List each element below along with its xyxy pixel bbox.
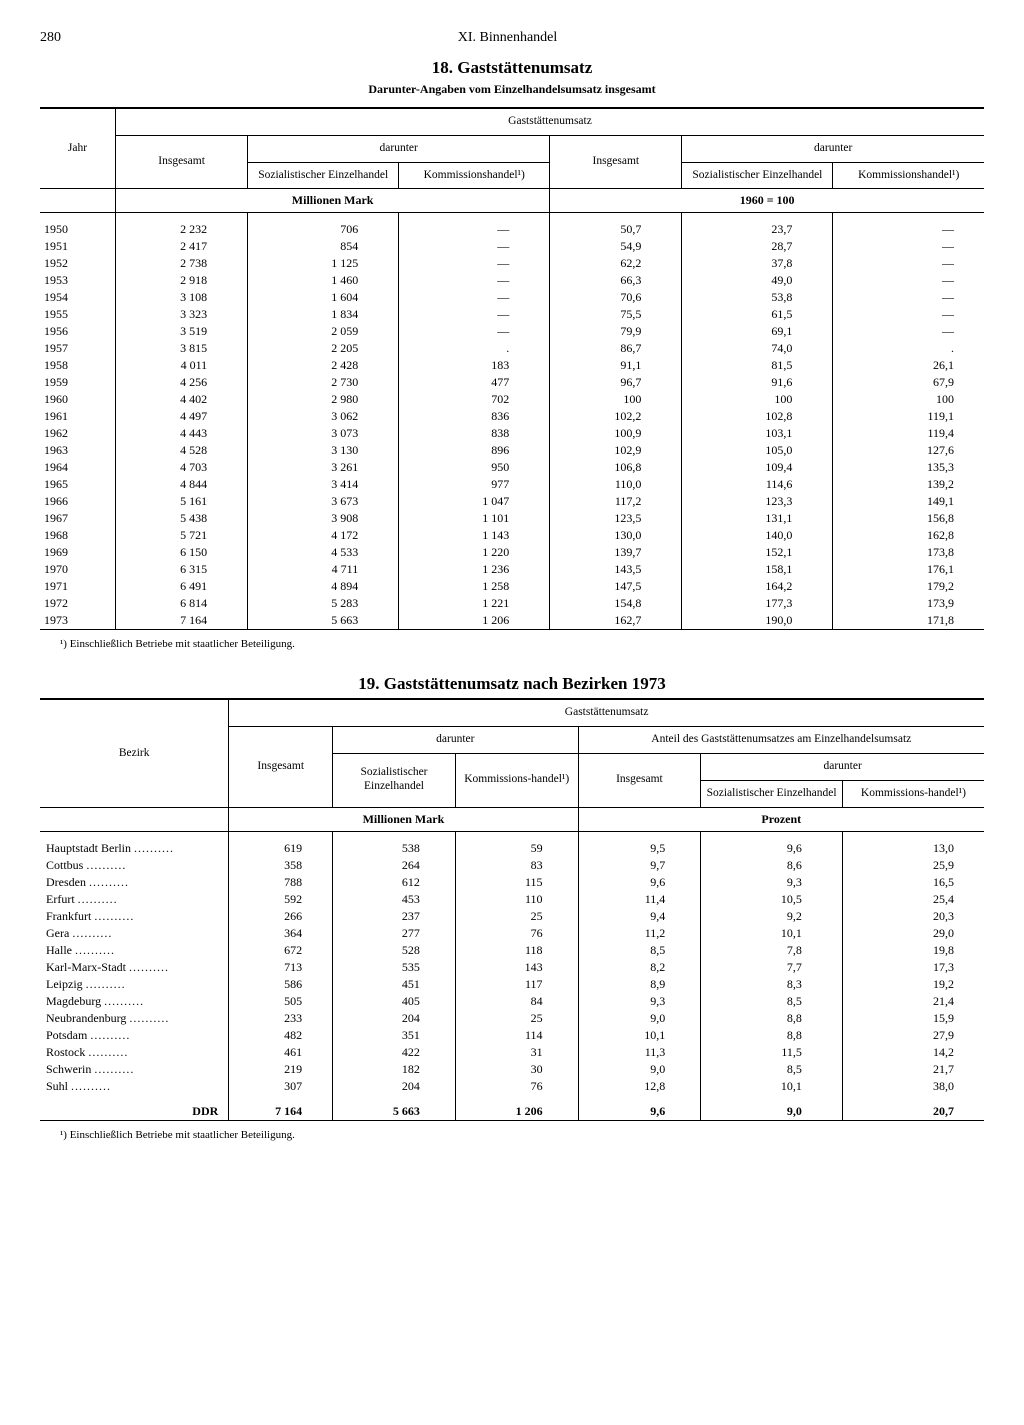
- table18-title: 18. Gaststättenumsatz: [40, 58, 984, 78]
- unit-left: Millionen Mark: [116, 189, 550, 213]
- col-soz-19b: Sozialistischer Einzelhandel: [701, 780, 843, 807]
- col-insgesamt-19b: Insgesamt: [578, 753, 701, 807]
- table-row: 19726 8145 2831 221154,8177,3173,9: [40, 595, 984, 612]
- table-row: 19553 3231 834—75,561,5—: [40, 306, 984, 323]
- col-soz-19a: Sozialistischer Einzelhandel: [333, 753, 456, 807]
- table-row: 19716 4914 8941 258147,5164,2179,2: [40, 578, 984, 595]
- col-soz-1: Sozialistischer Einzelhandel: [248, 162, 399, 189]
- unit-right-19: Prozent: [578, 807, 984, 831]
- col-insgesamt-2: Insgesamt: [550, 135, 682, 189]
- unit-left-19: Millionen Mark: [229, 807, 578, 831]
- table-row: 19614 4973 062836102,2102,8119,1: [40, 408, 984, 425]
- table-row: 19594 2562 73047796,791,667,9: [40, 374, 984, 391]
- table18-footnote: ¹) Einschließlich Betriebe mit staatlich…: [60, 638, 984, 650]
- table-row: 19563 5192 059—79,969,1—: [40, 323, 984, 340]
- table-row: 19543 1081 604—70,653,8—: [40, 289, 984, 306]
- table-row: Magdeburg ..........505405849,38,521,4: [40, 993, 984, 1010]
- col-bezirk: Bezirk: [40, 699, 229, 807]
- table-row: Hauptstadt Berlin ..........619538599,59…: [40, 840, 984, 857]
- unit-right: 1960 = 100: [550, 189, 984, 213]
- superheader-19: Gaststättenumsatz: [229, 699, 984, 726]
- table-row: 19675 4383 9081 101123,5131,1156,8: [40, 510, 984, 527]
- table-row: Halle ..........6725281188,57,819,8: [40, 942, 984, 959]
- col-insgesamt-19: Insgesamt: [229, 727, 333, 807]
- table-row: Gera ..........3642777611,210,129,0: [40, 925, 984, 942]
- table-row: Suhl ..........3072047612,810,138,0: [40, 1078, 984, 1095]
- col-soz-2: Sozialistischer Einzelhandel: [682, 162, 833, 189]
- table-row: Potsdam ..........48235111410,18,827,9: [40, 1027, 984, 1044]
- table-row: 19532 9181 460—66,349,0—: [40, 272, 984, 289]
- table-row: Karl-Marx-Stadt ..........7135351438,27,…: [40, 959, 984, 976]
- table-row: 19573 8152 205.86,774,0.: [40, 340, 984, 357]
- table-row: Rostock ..........4614223111,311,514,2: [40, 1044, 984, 1061]
- table18: Jahr Gaststättenumsatz Insgesamt darunte…: [40, 107, 984, 630]
- table-row: 19696 1504 5331 220139,7152,1173,8: [40, 544, 984, 561]
- col-darunter-1: darunter: [248, 135, 550, 162]
- col-darunter-2: darunter: [682, 135, 984, 162]
- table-row: Schwerin ..........219182309,08,521,7: [40, 1061, 984, 1078]
- col-darunter-19b: darunter: [701, 753, 984, 780]
- page-number: 280: [40, 30, 61, 46]
- col-komm-19b: Kommissions-handel¹): [842, 780, 984, 807]
- page-header: 280 XI. Binnenhandel: [40, 30, 984, 46]
- col-anteil: Anteil des Gaststättenumsatzes am Einzel…: [578, 727, 984, 754]
- table-row: 19737 1645 6631 206162,7190,0171,8: [40, 612, 984, 630]
- superheader: Gaststättenumsatz: [116, 108, 984, 135]
- table-row: 19706 3154 7111 236143,5158,1176,1: [40, 561, 984, 578]
- total-row: DDR7 1645 6631 2069,69,020,7: [40, 1103, 984, 1121]
- table-row: Leipzig ..........5864511178,98,319,2: [40, 976, 984, 993]
- table-row: 19654 8443 414977110,0114,6139,2: [40, 476, 984, 493]
- table-row: Dresden ..........7886121159,69,316,5: [40, 874, 984, 891]
- table-row: Neubrandenburg ..........233204259,08,81…: [40, 1010, 984, 1027]
- table-row: 19502 232706—50,723,7—: [40, 221, 984, 238]
- table-row: 19522 7381 125—62,237,8—: [40, 255, 984, 272]
- table-row: Erfurt ..........59245311011,410,525,4: [40, 891, 984, 908]
- table-row: 19584 0112 42818391,181,526,1: [40, 357, 984, 374]
- table-row: 19644 7033 261950106,8109,4135,3: [40, 459, 984, 476]
- table-row: 19665 1613 6731 047117,2123,3149,1: [40, 493, 984, 510]
- col-darunter-19a: darunter: [333, 727, 578, 754]
- table19-title: 19. Gaststättenumsatz nach Bezirken 1973: [40, 674, 984, 694]
- table-row: 19624 4433 073838100,9103,1119,4: [40, 425, 984, 442]
- table18-subtitle: Darunter-Angaben vom Einzelhandelsumsatz…: [40, 82, 984, 97]
- col-year: Jahr: [40, 108, 116, 189]
- chapter-title: XI. Binnenhandel: [61, 30, 954, 46]
- col-komm-1: Kommissionshandel¹): [399, 162, 550, 189]
- col-insgesamt-1: Insgesamt: [116, 135, 248, 189]
- col-komm-2: Kommissionshandel¹): [833, 162, 984, 189]
- table-row: Frankfurt ..........266237259,49,220,3: [40, 908, 984, 925]
- table19-footnote: ¹) Einschließlich Betriebe mit staatlich…: [60, 1129, 984, 1141]
- table-row: 19604 4022 980702100100100: [40, 391, 984, 408]
- table-row: Cottbus ..........358264839,78,625,9: [40, 857, 984, 874]
- table-row: 19512 417854—54,928,7—: [40, 238, 984, 255]
- table-row: 19685 7214 1721 143130,0140,0162,8: [40, 527, 984, 544]
- table19: Bezirk Gaststättenumsatz Insgesamt darun…: [40, 698, 984, 1120]
- table-row: 19634 5283 130896102,9105,0127,6: [40, 442, 984, 459]
- col-komm-19a: Kommissions-handel¹): [455, 753, 578, 807]
